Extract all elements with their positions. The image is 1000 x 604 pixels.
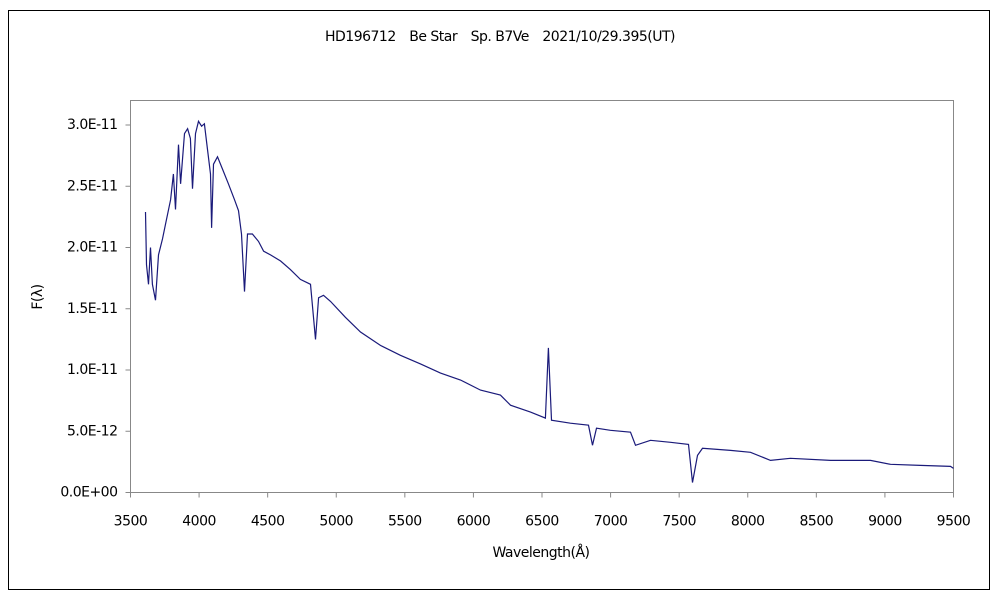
x-tick-label: 7500 bbox=[662, 514, 696, 530]
y-axis-label: F(λ) bbox=[30, 284, 46, 309]
y-tick-label: 1.5E-11 bbox=[67, 301, 117, 317]
y-tick-label: 0.0E+00 bbox=[60, 485, 117, 501]
x-tick-label: 5000 bbox=[319, 514, 353, 530]
y-tick-label: 1.0E-11 bbox=[67, 362, 117, 378]
y-tick-label: 2.5E-11 bbox=[67, 178, 117, 194]
x-tick-label: 3500 bbox=[114, 514, 148, 530]
spectrum-line bbox=[144, 119, 954, 483]
y-tick-label: 3.0E-11 bbox=[67, 117, 117, 133]
chart-title: HD196712 Be Star Sp. B7Ve 2021/10/29.395… bbox=[325, 29, 675, 45]
x-tick-label: 9000 bbox=[868, 514, 902, 530]
y-tick-label: 5.0E-12 bbox=[67, 423, 117, 439]
x-tick-label: 4500 bbox=[251, 514, 285, 530]
x-tick-label: 6500 bbox=[525, 514, 559, 530]
y-tick-label: 2.0E-11 bbox=[67, 240, 117, 256]
x-tick-label: 6000 bbox=[457, 514, 491, 530]
x-tick-label: 8000 bbox=[731, 514, 765, 530]
x-tick-label: 5500 bbox=[388, 514, 422, 530]
x-tick-label: 9500 bbox=[937, 514, 971, 530]
x-tick-label: 8500 bbox=[800, 514, 834, 530]
x-tick-label: 4000 bbox=[182, 514, 216, 530]
x-axis-label: Wavelength(Å) bbox=[492, 544, 589, 561]
x-tick-label: 7000 bbox=[594, 514, 628, 530]
plot-area bbox=[130, 100, 954, 493]
